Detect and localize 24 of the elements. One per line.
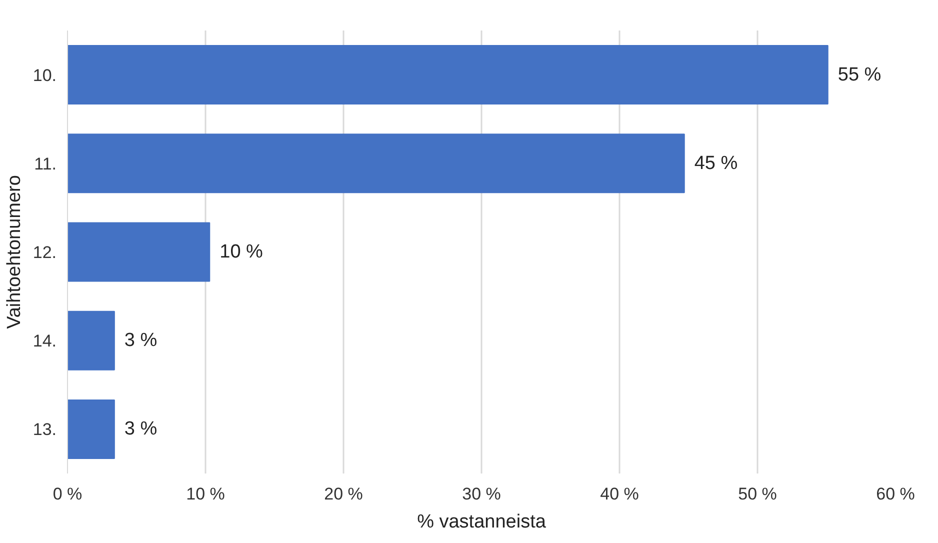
y-axis-title: Vaihtoehtonumero bbox=[4, 175, 25, 329]
x-tick-label: 20 % bbox=[324, 484, 363, 504]
bar bbox=[68, 134, 685, 194]
data-label: 3 % bbox=[124, 330, 158, 352]
x-tick-label: 30 % bbox=[462, 484, 501, 504]
y-tick-label: 10. bbox=[32, 66, 57, 85]
data-label: 10 % bbox=[220, 242, 264, 262]
x-tick-label: 0 % bbox=[52, 484, 82, 504]
data-label: 3 % bbox=[124, 418, 158, 440]
bar bbox=[68, 45, 828, 105]
x-tick-label: 40 % bbox=[600, 484, 639, 504]
y-tick-label: 12. bbox=[32, 243, 57, 262]
x-axis-title: % vastanneista bbox=[417, 512, 546, 532]
y-tick-label: 14. bbox=[32, 332, 57, 351]
x-tick-label: 10 % bbox=[186, 484, 225, 504]
data-label: 45 % bbox=[694, 152, 738, 174]
bar bbox=[68, 222, 210, 282]
y-tick-label: 13. bbox=[32, 420, 57, 440]
bar bbox=[68, 310, 115, 370]
x-tick-label: 60 % bbox=[876, 484, 915, 504]
y-tick-label: 11. bbox=[34, 154, 57, 174]
data-label: 55 % bbox=[838, 64, 882, 86]
bar bbox=[68, 399, 115, 459]
x-tick-label: 50 % bbox=[738, 484, 777, 504]
